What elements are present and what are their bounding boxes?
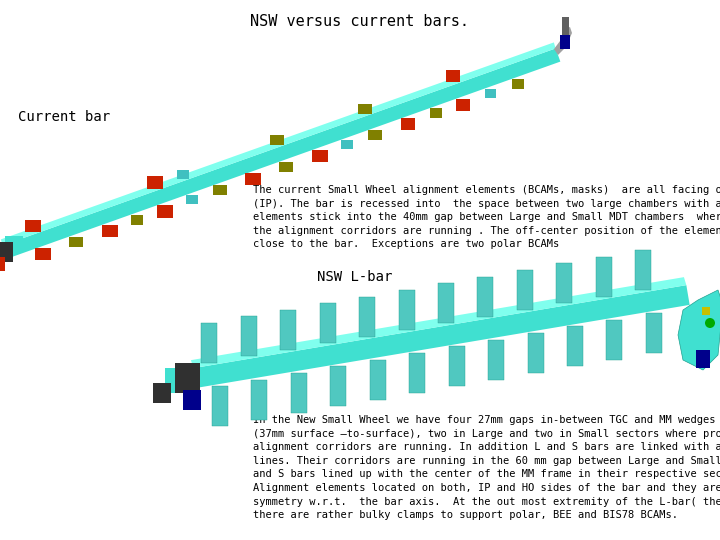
Polygon shape <box>554 27 572 55</box>
Bar <box>438 284 454 323</box>
Bar <box>212 386 228 426</box>
Bar <box>449 346 464 387</box>
Bar <box>177 170 189 179</box>
Text: The current Small Wheel alignment elements (BCAMs, masks)  are all facing one si: The current Small Wheel alignment elemen… <box>253 185 720 249</box>
Bar <box>359 104 372 114</box>
Bar <box>330 366 346 406</box>
Bar <box>560 35 570 49</box>
Bar <box>409 353 426 393</box>
Bar <box>513 79 524 89</box>
Bar <box>557 264 572 303</box>
Bar <box>488 340 504 380</box>
Bar <box>270 136 284 145</box>
Bar <box>291 373 307 413</box>
Bar <box>69 237 83 247</box>
Bar <box>399 290 415 330</box>
Bar <box>702 307 710 315</box>
Text: NSW versus current bars.: NSW versus current bars. <box>251 14 469 29</box>
Bar <box>517 270 533 310</box>
Bar <box>0 242 13 262</box>
Bar <box>131 215 143 225</box>
Bar <box>401 118 415 130</box>
Bar <box>183 390 201 410</box>
Bar <box>147 176 163 189</box>
Bar <box>153 383 171 403</box>
Bar <box>567 327 583 367</box>
Polygon shape <box>191 277 686 368</box>
Text: NSW L-bar: NSW L-bar <box>318 270 392 284</box>
Bar <box>477 276 493 316</box>
Bar <box>696 350 710 368</box>
Bar <box>368 130 382 140</box>
Polygon shape <box>194 285 690 388</box>
Bar <box>213 185 227 195</box>
Bar <box>341 140 353 149</box>
Bar <box>456 99 470 111</box>
Polygon shape <box>1 43 556 245</box>
Bar <box>596 256 612 296</box>
Bar <box>241 316 257 356</box>
Bar <box>312 150 328 162</box>
Polygon shape <box>3 49 560 259</box>
Bar <box>157 205 173 218</box>
Bar <box>528 333 544 373</box>
Bar <box>102 225 117 237</box>
Bar <box>359 296 375 336</box>
Bar <box>251 380 267 420</box>
Text: Current bar: Current bar <box>18 110 110 124</box>
Bar <box>280 310 297 350</box>
Bar <box>646 313 662 353</box>
Bar <box>635 250 652 290</box>
Bar <box>485 89 496 98</box>
Text: In the New Small Wheel we have four 27mm gaps in-between TGC and MM wedges
(37mm: In the New Small Wheel we have four 27mm… <box>253 415 720 520</box>
Bar <box>430 109 441 118</box>
Bar <box>5 236 23 252</box>
Bar <box>606 320 622 360</box>
Bar <box>246 173 261 185</box>
Bar <box>320 303 336 343</box>
Bar <box>446 70 460 82</box>
Bar <box>202 323 217 363</box>
Bar <box>186 195 198 204</box>
Bar <box>25 220 41 232</box>
Polygon shape <box>678 290 720 370</box>
Bar <box>370 360 386 400</box>
Bar <box>0 257 5 271</box>
Circle shape <box>705 318 715 328</box>
Bar <box>279 161 293 172</box>
Bar <box>35 248 51 260</box>
Bar <box>175 363 200 393</box>
Bar <box>165 368 185 393</box>
Bar <box>562 17 569 35</box>
